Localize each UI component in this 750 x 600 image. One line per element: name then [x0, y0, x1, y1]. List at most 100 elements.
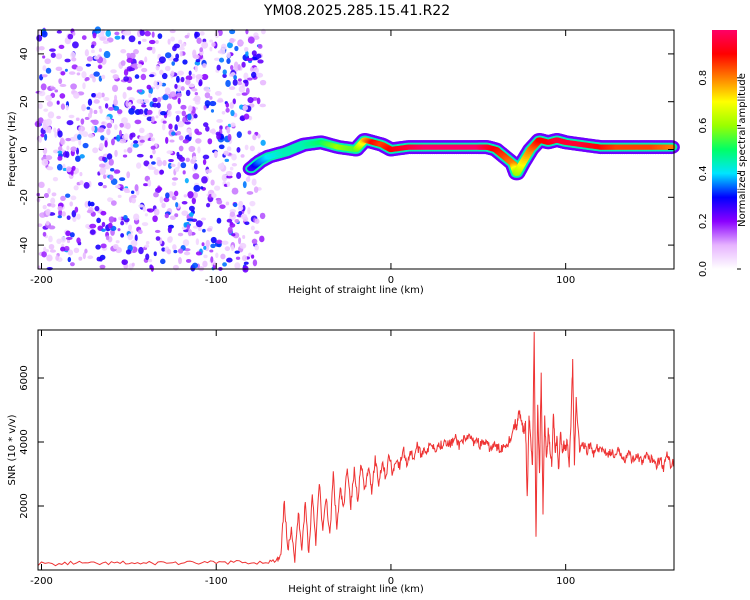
snr-ylabel: SNR (10 * v/v) [7, 414, 18, 485]
spectrogram-noise-cell [73, 185, 79, 191]
spectrogram-noise-cell [136, 98, 144, 104]
spectrogram-noise-cell [167, 110, 172, 118]
spectrogram-noise-cell [162, 94, 169, 101]
spectrogram-noise-cell [146, 84, 152, 90]
spectrogram-noise-cell [171, 61, 176, 66]
spectrogram-noise-cell [98, 48, 102, 53]
spectrogram-noise-cell [93, 71, 100, 77]
spectrogram-noise-cell [99, 36, 107, 41]
spectrogram-noise-cell [133, 213, 140, 221]
spectrogram-noise-cell [243, 261, 249, 265]
spectrogram-noise-cell [76, 237, 81, 244]
spectrogram-noise-cell [177, 232, 184, 237]
spectrogram-noise-cell [174, 166, 180, 173]
spectrogram-noise-cell [195, 138, 202, 144]
spectrogram-noise-cell [125, 100, 130, 108]
spectrogram-noise-cell [90, 119, 96, 123]
spectrogram-noise-cell [138, 108, 144, 115]
spectrogram-noise-cell [79, 154, 85, 159]
spectrogram-noise-cell [107, 197, 114, 202]
spectrogram-xlabel: Height of straight line (km) [288, 285, 424, 296]
spectrogram-noise-cell [238, 40, 244, 45]
spectrogram-noise-cell [181, 43, 186, 47]
spectrogram-noise-cell [50, 86, 56, 91]
spectrogram-noise-cell [110, 168, 115, 172]
spectrogram-noise-cell [171, 131, 176, 136]
spectrogram-noise-cell [226, 58, 231, 65]
spectrogram-noise-cell [147, 163, 153, 170]
spectrogram-noise-cell [247, 130, 252, 135]
spectrogram-x-axis: -200 -100 0 100 [30, 30, 575, 286]
spectrogram-noise-cell [234, 45, 239, 52]
spectrogram-noise-cell [230, 64, 234, 71]
spectrogram-noise-cell [165, 192, 170, 199]
spectrogram-noise-cell [91, 125, 95, 132]
y-tick-label: 40 [19, 48, 30, 61]
spectrogram-noise-cell [148, 92, 152, 98]
spectrogram-noise-cell [37, 223, 43, 227]
spectrogram-noise-cell [203, 104, 207, 111]
spectrogram-noise-cell [220, 253, 226, 260]
spectrogram-noise-cell [236, 147, 241, 153]
spectrogram-noise-cell [101, 221, 106, 228]
spectrogram-noise-cell [201, 73, 209, 81]
spectrogram-noise-cell [211, 42, 216, 47]
spectrogram-noise-cell [164, 213, 169, 219]
snr-frame [37, 329, 675, 571]
colorbar-gradient [712, 30, 737, 269]
spectrogram-noise-cell [209, 100, 217, 107]
spectrogram-noise-cell [43, 193, 49, 199]
spectrogram-noise-cell [40, 133, 45, 138]
spectrogram-noise-cell [64, 58, 71, 63]
spectrogram-noise-cell [157, 33, 163, 39]
spectrogram-noise-cell [253, 35, 260, 40]
spectrogram-noise-cell [199, 31, 205, 36]
spectrogram-noise-cell [127, 224, 133, 231]
spectrogram-noise-cell [201, 41, 209, 49]
spectrogram-noise-cell [141, 67, 148, 73]
spectrogram-noise-cell [100, 243, 107, 249]
spectrogram-noise-cell [120, 220, 125, 226]
spectrogram-noise-cell [198, 79, 203, 87]
spectrogram-noise-cell [124, 189, 131, 194]
spectrogram-noise-cell [44, 58, 51, 65]
spectrogram-noise-cell [187, 229, 193, 237]
spectrogram-noise-cell [106, 128, 111, 136]
spectrogram-noise-cell [191, 73, 196, 79]
y-tick-label: 4000 [19, 429, 30, 454]
spectrogram-noise-cell [110, 200, 117, 206]
spectrogram-noise-cell [81, 71, 87, 79]
spectrogram-noise-cell [194, 64, 198, 73]
spectrogram-noise-cell [101, 228, 106, 232]
spectrogram-noise-cell [247, 36, 255, 44]
spectrogram-noise-cell [67, 33, 74, 40]
spectrogram-noise-cell [75, 117, 80, 122]
spectrogram-noise-cell [221, 240, 229, 245]
spectrogram-noise-cell [80, 118, 85, 125]
spectrogram-noise-cell [195, 251, 202, 256]
spectrogram-noise-cell [48, 235, 53, 243]
spectrogram-noise-cell [243, 46, 249, 52]
spectrogram-noise-cell [245, 87, 250, 95]
spectrogram-noise-cell [238, 210, 243, 216]
spectrogram-noise-cell [229, 223, 236, 228]
spectrogram-noise-cell [65, 151, 70, 158]
spectrogram-noise-cell [192, 191, 198, 199]
spectrogram-noise-cell [145, 241, 150, 245]
spectrogram-noise-cell [209, 249, 214, 253]
spectrogram-noise-cell [133, 140, 139, 144]
spectrogram-noise-cell [67, 256, 72, 263]
colorbar-label: Normalized spectral amplitude [737, 73, 748, 227]
spectrogram-noise-cell [209, 95, 213, 100]
spectrogram-noise-cell [168, 191, 175, 198]
spectrogram-noise-cell [171, 181, 177, 186]
colorbar-tick-label: 0.2 [698, 213, 709, 229]
spectrogram-noise-cell [87, 200, 91, 207]
spectrogram-noise-cell [182, 59, 188, 65]
spectrogram-noise-cell [210, 256, 214, 263]
spectrogram-noise-cell [191, 197, 196, 205]
spectrogram-noise-cell [125, 249, 132, 255]
spectrogram-noise-cell [156, 159, 163, 167]
spectrogram-noise-cell [56, 100, 60, 105]
